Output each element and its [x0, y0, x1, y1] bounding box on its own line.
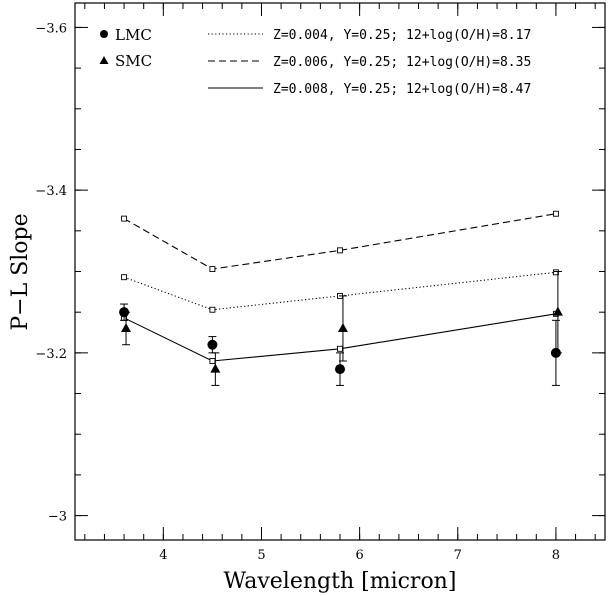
observed-points [119, 271, 563, 386]
model-curves [121, 210, 559, 364]
x-tick-label: 5 [257, 548, 265, 563]
model-line-2 [123, 313, 557, 362]
model-point [337, 345, 343, 352]
legend-z006-label: Z=0.006, Y=0.25; 12+log(O/H)=8.35 [273, 55, 531, 70]
lmc-point [207, 339, 218, 350]
axis-ticks [75, 3, 605, 540]
y-tick-labels: −3.6 −3.4 −3.2 −3 [35, 21, 67, 524]
x-tick-label: 7 [454, 548, 462, 563]
y-tick-label: −3 [48, 510, 67, 525]
lmc-point [335, 364, 345, 375]
smc-point [552, 306, 563, 316]
x-axis-title: Wavelength [micron] [224, 569, 457, 594]
smc-point [337, 322, 348, 332]
x-tick-labels: 4 5 6 7 8 [159, 548, 560, 563]
legend-lmc-marker [100, 30, 108, 38]
model-point [121, 274, 128, 281]
model-point [209, 266, 216, 273]
y-axis-title: P−L Slope [8, 213, 33, 330]
model-point [337, 247, 343, 254]
smc-point [210, 363, 221, 373]
legend-smc-label: SMC [115, 52, 152, 70]
legend-smc-marker [99, 56, 109, 64]
y-tick-label: −3.2 [35, 347, 67, 362]
model-line-0 [123, 271, 556, 311]
model-point [552, 210, 559, 217]
model-point [209, 358, 216, 364]
legend-lmc-label: LMC [115, 26, 152, 44]
x-tick-label: 4 [159, 548, 167, 563]
y-tick-label: −3.4 [35, 184, 67, 199]
y-tick-label: −3.6 [35, 21, 67, 36]
model-point [209, 306, 216, 313]
model-point [552, 269, 559, 276]
model-point [121, 215, 128, 222]
legend-z008-label: Z=0.008, Y=0.25; 12+log(O/H)=8.47 [273, 82, 531, 97]
smc-point [121, 322, 132, 332]
x-tick-label: 6 [355, 548, 363, 563]
legend: LMC SMC Z=0.004, Y=0.25; 12+log(O/H)=8.1… [99, 26, 531, 97]
model-line-1 [123, 213, 557, 270]
x-tick-label: 8 [552, 548, 560, 563]
legend-z004-label: Z=0.004, Y=0.25; 12+log(O/H)=8.17 [273, 28, 531, 43]
